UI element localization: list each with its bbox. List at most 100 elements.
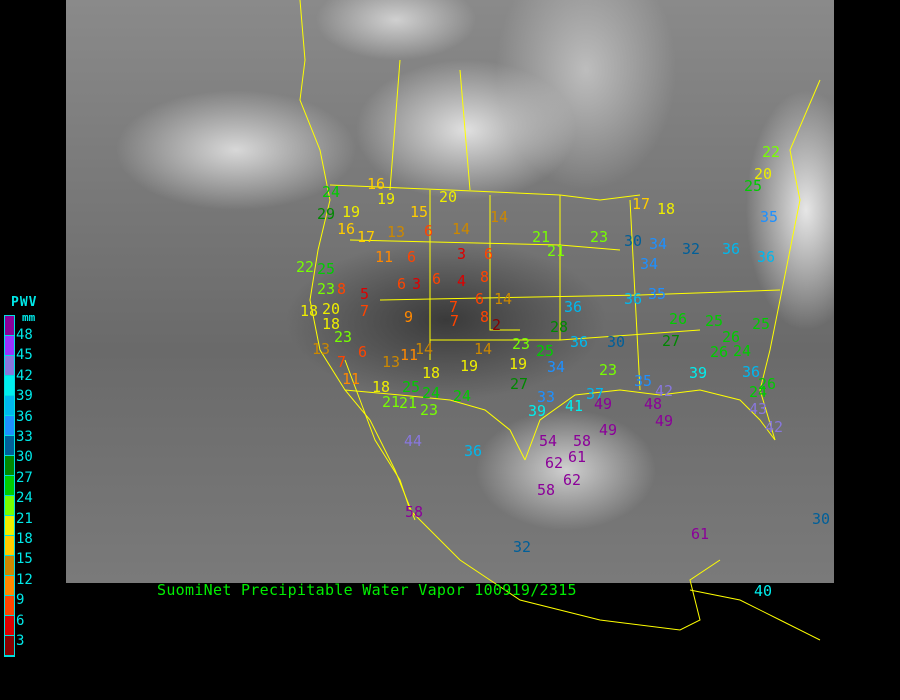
station-pwv-value: 36 [624, 290, 643, 308]
state-line [459, 69, 471, 191]
color-scale-label: 42 [16, 367, 33, 384]
station-pwv-value: 14 [415, 340, 434, 358]
color-scale-segment [5, 456, 14, 476]
station-pwv-value: 29 [317, 205, 336, 223]
station-pwv-value: 35 [648, 285, 667, 303]
color-scale-label: 33 [16, 429, 33, 445]
station-pwv-value: 17 [632, 195, 651, 213]
station-pwv-value: 34 [649, 235, 668, 253]
station-pwv-value: 17 [357, 228, 376, 246]
station-pwv-value: 6 [432, 270, 442, 288]
station-pwv-value: 18 [300, 302, 319, 320]
color-scale-label: 24 [16, 490, 33, 507]
station-pwv-value: 39 [689, 364, 708, 382]
station-pwv-value: 6 [397, 275, 407, 293]
mexico-coastline [409, 509, 721, 631]
color-scale-segment [5, 356, 14, 376]
color-scale-segment [5, 336, 14, 356]
station-pwv-value: 24 [733, 342, 752, 360]
station-pwv-value: 26 [722, 328, 741, 346]
color-scale-segment [5, 556, 14, 576]
station-pwv-value: 24 [322, 183, 341, 201]
state-line [489, 195, 520, 331]
station-pwv-value: 4 [457, 272, 467, 290]
legend-title: PWV [11, 295, 38, 310]
station-pwv-value: 22 [762, 143, 781, 161]
station-pwv-value: 9 [404, 308, 414, 326]
station-pwv-value: 19 [342, 203, 361, 221]
color-scale-segment [5, 476, 14, 496]
color-scale-label: 12 [16, 571, 33, 588]
station-pwv-value: 36 [757, 248, 776, 266]
color-scale-segment [5, 436, 14, 456]
station-pwv-value: 25 [752, 315, 771, 333]
station-pwv-value: 23 [334, 328, 353, 346]
central-america [689, 589, 821, 641]
station-pwv-value: 21 [399, 394, 418, 412]
station-pwv-value: 6 [424, 222, 434, 240]
state-line [379, 289, 781, 301]
station-pwv-value: 20 [754, 165, 773, 183]
color-scale-segment [5, 536, 14, 556]
station-pwv-value: 19 [509, 355, 528, 373]
station-pwv-value: 24 [453, 387, 472, 405]
state-line [629, 199, 641, 391]
color-scale-label: 3 [16, 633, 25, 649]
station-pwv-value: 36 [564, 298, 583, 316]
station-pwv-value: 27 [510, 375, 529, 393]
station-pwv-value: 24 [422, 384, 441, 402]
station-pwv-value: 18 [422, 364, 441, 382]
station-pwv-value: 18 [657, 200, 676, 218]
station-pwv-value: 7 [337, 353, 347, 371]
station-pwv-value: 8 [337, 280, 347, 298]
station-pwv-value: 2 [492, 316, 502, 334]
station-pwv-value: 16 [367, 175, 386, 193]
station-pwv-value: 6 [358, 343, 368, 361]
gulf-coastline [524, 389, 776, 461]
station-pwv-value: 26 [669, 310, 688, 328]
color-scale-segment [5, 316, 14, 336]
station-pwv-value: 62 [563, 471, 582, 489]
station-pwv-value: 11 [400, 346, 419, 364]
color-scale-segment [5, 596, 14, 616]
station-pwv-value: 24 [749, 383, 768, 401]
station-pwv-value: 39 [528, 402, 547, 420]
station-pwv-value: 14 [474, 340, 493, 358]
color-scale-segment [5, 376, 14, 396]
station-pwv-value: 26 [710, 343, 729, 361]
color-scale-segment [5, 416, 14, 436]
color-scale-label: 9 [16, 592, 25, 609]
station-pwv-value: 15 [410, 203, 429, 221]
east-coastline [759, 79, 821, 441]
station-pwv-value: 28 [550, 318, 569, 336]
station-pwv-value: 8 [480, 268, 490, 286]
station-pwv-value: 13 [312, 340, 331, 358]
station-pwv-value: 3 [457, 245, 467, 263]
station-pwv-value: 35 [760, 208, 779, 226]
station-pwv-value: 61 [691, 525, 710, 543]
station-pwv-value: 30 [607, 333, 626, 351]
color-scale-label: 30 [16, 449, 33, 466]
station-pwv-value: 23 [420, 401, 439, 419]
station-pwv-value: 7 [360, 302, 370, 320]
state-line [389, 59, 401, 191]
station-pwv-value: 62 [545, 454, 564, 472]
color-scale-label: 21 [16, 510, 33, 527]
station-pwv-value: 23 [512, 335, 531, 353]
station-pwv-value: 61 [568, 448, 587, 466]
color-scale-segment [5, 496, 14, 516]
station-pwv-value: 30 [812, 510, 831, 528]
station-pwv-value: 44 [404, 432, 423, 450]
station-pwv-value: 5 [360, 285, 370, 303]
station-pwv-value: 22 [296, 258, 315, 276]
station-pwv-value: 23 [599, 361, 618, 379]
color-scale-segment [5, 576, 14, 596]
station-pwv-value: 49 [599, 421, 618, 439]
station-pwv-value: 34 [640, 255, 659, 273]
station-pwv-value: 42 [765, 418, 784, 436]
station-pwv-value: 7 [449, 298, 459, 316]
station-pwv-value: 32 [513, 538, 532, 556]
station-pwv-value: 36 [570, 333, 589, 351]
station-pwv-value: 25 [705, 312, 724, 330]
color-scale-label: 45 [16, 347, 33, 364]
